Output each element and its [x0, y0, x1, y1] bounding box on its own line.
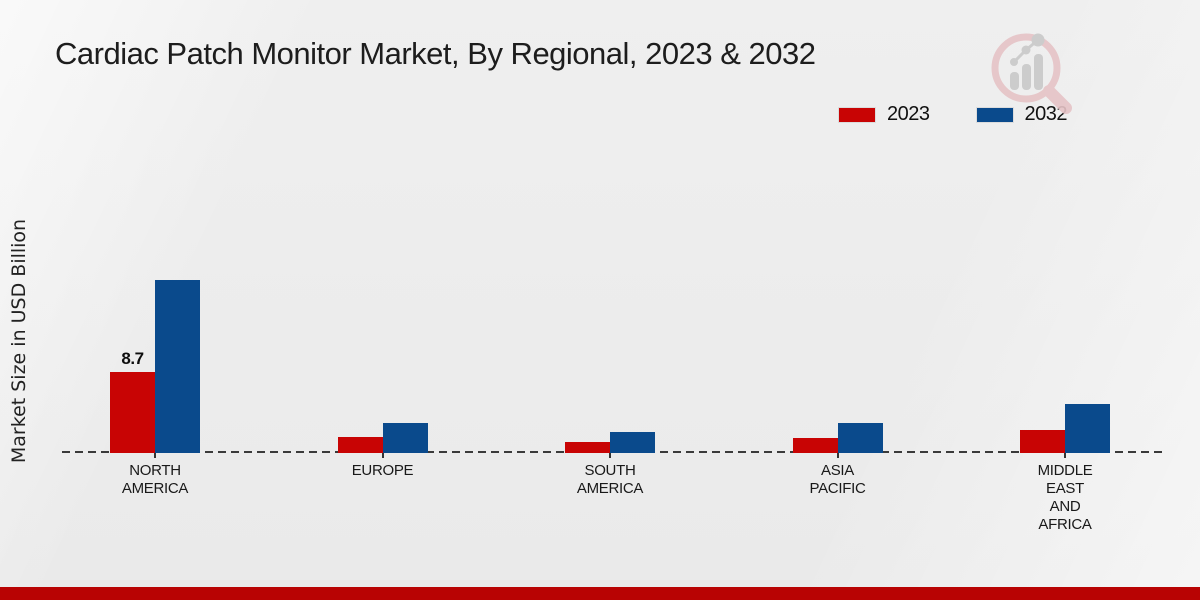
legend-swatch-2023-icon — [838, 106, 876, 123]
footer-accent-bar — [0, 587, 1200, 600]
bar-2023-asia-pacific — [792, 438, 838, 453]
category-label-asia-pacific: ASIA PACIFIC — [809, 462, 866, 497]
legend-label-2032: 2032 — [1024, 103, 1068, 125]
bar-value-label-2023-north-america: 8.7 — [121, 349, 144, 368]
category-tick-middle-east-and-africa — [1064, 453, 1066, 458]
category-tick-europe — [381, 453, 384, 458]
legend-swatch-2032-icon — [975, 106, 1014, 123]
bar-2032-middle-east-and-africa — [1065, 404, 1110, 453]
bar-2023-middle-east-and-africa — [1020, 430, 1065, 453]
category-label-europe: EUROPE — [351, 462, 414, 479]
category-label-middle-east-and-africa: MIDDLE EAST AND AFRICA — [1037, 462, 1093, 533]
category-label-south-america: SOUTH AMERICA — [576, 462, 644, 497]
category-tick-asia-pacific — [836, 453, 839, 458]
category-tick-south-america — [609, 453, 611, 458]
category-tick-north-america — [154, 453, 156, 458]
bar-2032-asia-pacific — [837, 423, 883, 453]
bar-2023-north-america — [110, 372, 155, 453]
legend-item-2023: 2023 — [838, 103, 930, 126]
category-label-north-america: NORTH AMERICA — [121, 462, 189, 497]
bar-2023-south-america — [565, 442, 610, 453]
legend: 2023 2032 — [838, 103, 1067, 126]
magnifier-bar-chart-logo-icon — [991, 33, 1072, 114]
legend-label-2023: 2023 — [887, 103, 930, 125]
bar-2032-north-america — [155, 280, 200, 453]
page-title: Cardiac Patch Monitor Market, By Regiona… — [55, 36, 816, 71]
bar-2032-europe — [382, 423, 428, 453]
bar-2023-europe — [337, 437, 383, 453]
bar-2032-south-america — [610, 432, 655, 453]
legend-item-2032: 2032 — [975, 103, 1068, 126]
